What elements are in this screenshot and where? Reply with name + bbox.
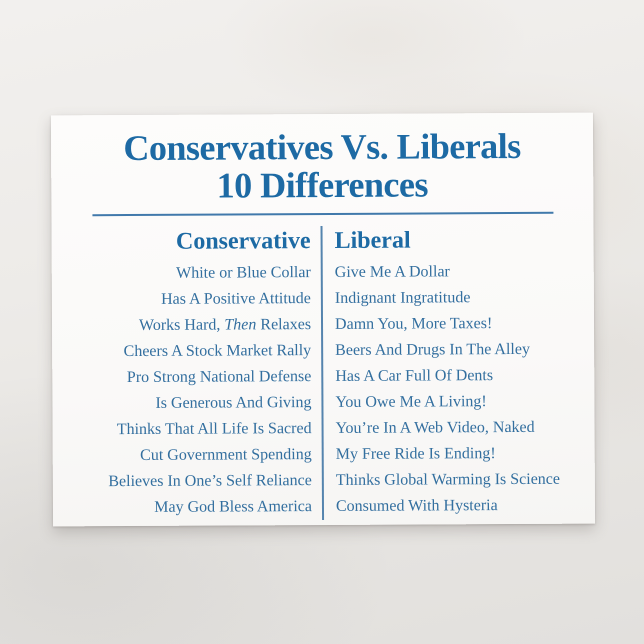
liberal-item: My Free Ride Is Ending! [335,445,496,463]
conservative-item: Believes In One’s Self Reliance [108,472,312,491]
liberal-item: Thinks Global Warming Is Science [335,470,561,489]
liberal-item: Indignant Ingratitude [334,289,471,307]
liberal-column-header: Liberal [334,227,411,254]
title-line-1: Conservatives Vs. Liberals [123,125,521,169]
conservative-column-header: Conservative [175,228,311,255]
conservative-item: May God Bless America [154,498,313,516]
title-line-2: 10 Differences [216,164,429,206]
liberal-column: Liberal Give Me A Dollar Indignant Ingra… [323,225,596,520]
liberal-item: Has A Car Full Of Dents [335,367,494,385]
conservative-item-text: Relaxes [256,316,312,334]
liberal-item: You Owe Me A Living! [335,393,487,411]
liberal-item: You’re In A Web Video, Naked [335,418,535,437]
postcard-title: Conservatives Vs. Liberals 10 Difference… [51,125,593,206]
conservative-item: Works Hard, Then Relaxes [52,312,311,339]
conservative-column: Conservative White or Blue Collar Has A … [51,226,325,522]
conservative-item-text: Works Hard, [138,316,225,334]
conservative-item: Is Generous And Giving [155,394,312,412]
conservative-item: Pro Strong National Defense [126,368,312,387]
liberal-item: Give Me A Dollar [334,263,450,281]
comparison-table: Conservative White or Blue Collar Has A … [51,225,596,522]
conservative-item: Cut Government Spending [140,446,312,464]
liberal-item: Consumed With Hysteria [335,497,498,515]
liberal-item: Damn You, More Taxes! [334,315,493,333]
postcard: Conservatives Vs. Liberals 10 Difference… [50,112,596,527]
conservative-item: Thinks That All Life Is Sacred [116,420,312,439]
conservative-item: Has A Positive Attitude [161,290,311,308]
conservative-item-italic: Then [224,316,257,334]
conservative-item: White or Blue Collar [176,264,311,282]
title-rule [91,211,553,217]
conservative-item: Cheers A Stock Market Rally [123,342,312,361]
liberal-item: Beers And Drugs In The Alley [335,340,531,359]
